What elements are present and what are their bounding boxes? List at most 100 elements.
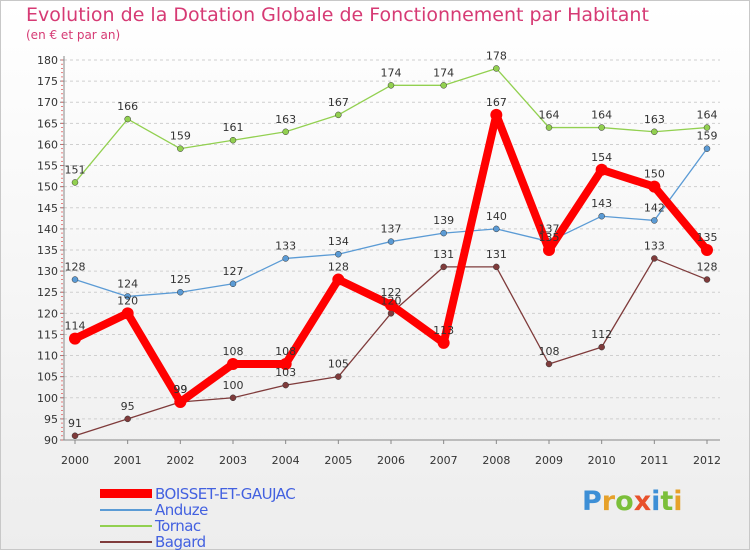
data-label: 164	[539, 109, 560, 122]
x-tick-label: 2000	[61, 454, 89, 467]
logo-letter: o	[615, 486, 634, 517]
proxiti-logo: Proxiti	[582, 486, 683, 517]
series-boisset-et-gaujac	[69, 108, 713, 408]
data-label: 163	[275, 113, 296, 126]
data-label: 108	[539, 345, 560, 358]
data-label: 174	[381, 66, 402, 79]
x-tick-label: 2012	[693, 454, 721, 467]
legend-label-boisset: BOISSET-ET-GAUJAC	[155, 485, 296, 503]
data-label: 142	[644, 201, 665, 214]
data-label: 135	[697, 231, 718, 244]
data-label: 108	[275, 345, 296, 358]
data-point	[335, 250, 342, 258]
data-label: 167	[486, 96, 507, 109]
data-point	[701, 244, 713, 256]
y-tick-label: 145	[37, 202, 58, 215]
data-label: 159	[697, 130, 718, 143]
data-label: 150	[644, 168, 665, 181]
data-point	[124, 415, 131, 423]
data-label: 105	[328, 358, 349, 371]
data-point	[437, 336, 450, 349]
data-point	[490, 108, 503, 121]
data-point	[229, 394, 237, 402]
x-tick-label: 2010	[588, 454, 616, 467]
data-label: 112	[591, 328, 612, 341]
data-label: 137	[539, 223, 560, 236]
data-point	[703, 145, 711, 152]
data-point	[229, 280, 237, 288]
data-label: 166	[117, 100, 138, 113]
data-label: 164	[697, 109, 718, 122]
data-point	[598, 124, 605, 131]
logo-letter: i	[673, 486, 683, 517]
data-point	[177, 145, 184, 152]
y-tick-label: 110	[37, 350, 58, 363]
y-tick-label: 165	[37, 117, 58, 130]
logo-letter: t	[660, 486, 674, 517]
data-point	[71, 179, 79, 186]
data-label: 161	[223, 121, 244, 134]
data-point	[282, 255, 289, 262]
data-point	[335, 373, 342, 380]
data-point	[124, 115, 131, 123]
legend-swatch	[100, 509, 152, 511]
legend-swatch	[100, 541, 152, 543]
y-tick-label: 175	[37, 75, 58, 88]
data-point	[121, 307, 134, 320]
chart-subtitle: (en € et par an)	[26, 28, 121, 42]
data-point	[493, 65, 500, 72]
data-point	[227, 358, 239, 370]
data-point	[651, 217, 658, 224]
data-label: 120	[117, 294, 138, 307]
data-point	[545, 360, 553, 368]
y-tick-label: 155	[37, 160, 58, 173]
x-tick-label: 2009	[535, 454, 563, 467]
data-point	[385, 298, 397, 311]
data-point	[648, 180, 661, 193]
data-point	[282, 128, 289, 136]
y-tick-label: 170	[37, 96, 58, 109]
data-label: 108	[223, 345, 244, 358]
x-tick-label: 2007	[430, 454, 458, 467]
data-point	[598, 212, 605, 220]
data-label: 133	[275, 239, 296, 252]
data-label: 99	[173, 383, 187, 396]
data-label: 135	[539, 231, 560, 244]
data-point	[598, 343, 605, 351]
data-label: 174	[433, 66, 454, 79]
data-label: 120	[381, 294, 402, 307]
x-tick-label: 2002	[166, 454, 194, 467]
data-point	[703, 124, 711, 131]
x-tick-label: 2011	[640, 454, 668, 467]
series-tornac	[71, 65, 711, 186]
data-label: 95	[121, 400, 135, 413]
data-point	[387, 82, 395, 89]
y-tick-label: 160	[37, 138, 58, 151]
data-label: 151	[65, 163, 86, 176]
series-line	[71, 110, 711, 406]
y-tick-label: 125	[37, 286, 58, 299]
data-point	[69, 332, 81, 345]
x-tick-label: 2006	[377, 454, 405, 467]
data-point	[595, 163, 608, 176]
legend-swatch	[100, 489, 152, 498]
y-tick-label: 95	[44, 413, 58, 426]
chart-title: Evolution de la Dotation Globale de Fonc…	[26, 4, 649, 26]
data-point	[229, 136, 237, 144]
data-point	[545, 124, 553, 131]
x-tick-label: 2004	[272, 454, 300, 467]
y-tick-label: 120	[37, 307, 58, 320]
data-point	[493, 225, 500, 233]
data-label: 113	[433, 324, 454, 337]
data-label: 131	[433, 248, 454, 261]
y-tick-label: 105	[37, 371, 58, 384]
data-point	[387, 238, 395, 245]
data-label: 137	[381, 223, 402, 236]
data-point	[440, 82, 447, 89]
data-label: 131	[486, 248, 507, 261]
y-tick-label: 150	[37, 181, 58, 194]
y-tick-label: 130	[37, 265, 58, 278]
legend-label-tornac: Tornac	[155, 517, 201, 535]
legend-swatch	[100, 525, 152, 527]
